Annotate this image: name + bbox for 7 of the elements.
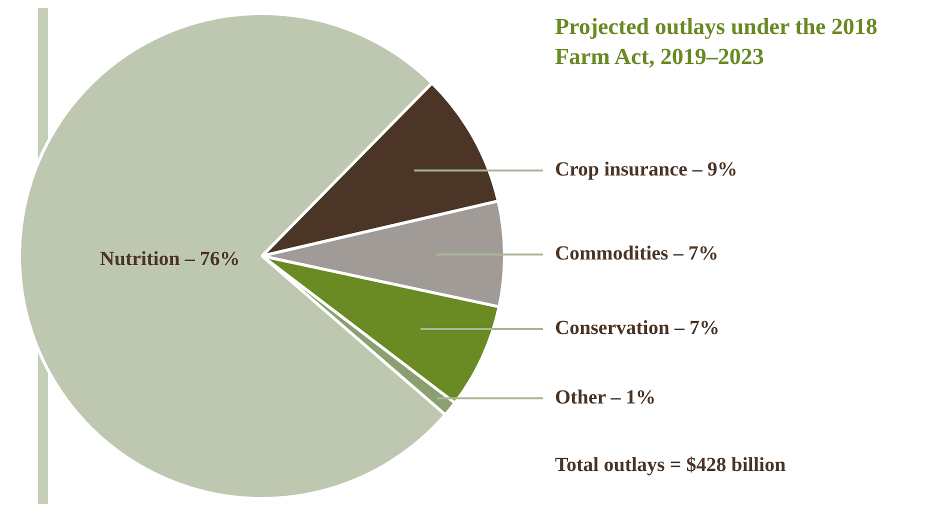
slice-label: Nutrition – 76% [100, 248, 240, 270]
slice-label: Commodities – 7% [555, 242, 718, 265]
slice-label: Conservation – 7% [555, 317, 720, 340]
text: Projected outlays under the 2018 Farm Act, 2019–2023 [555, 13, 878, 71]
slice-label: Other – 1% [555, 386, 656, 408]
text: Total outlays = $428 billion [555, 454, 786, 477]
slice-label: Crop insurance – 9% [555, 158, 738, 181]
